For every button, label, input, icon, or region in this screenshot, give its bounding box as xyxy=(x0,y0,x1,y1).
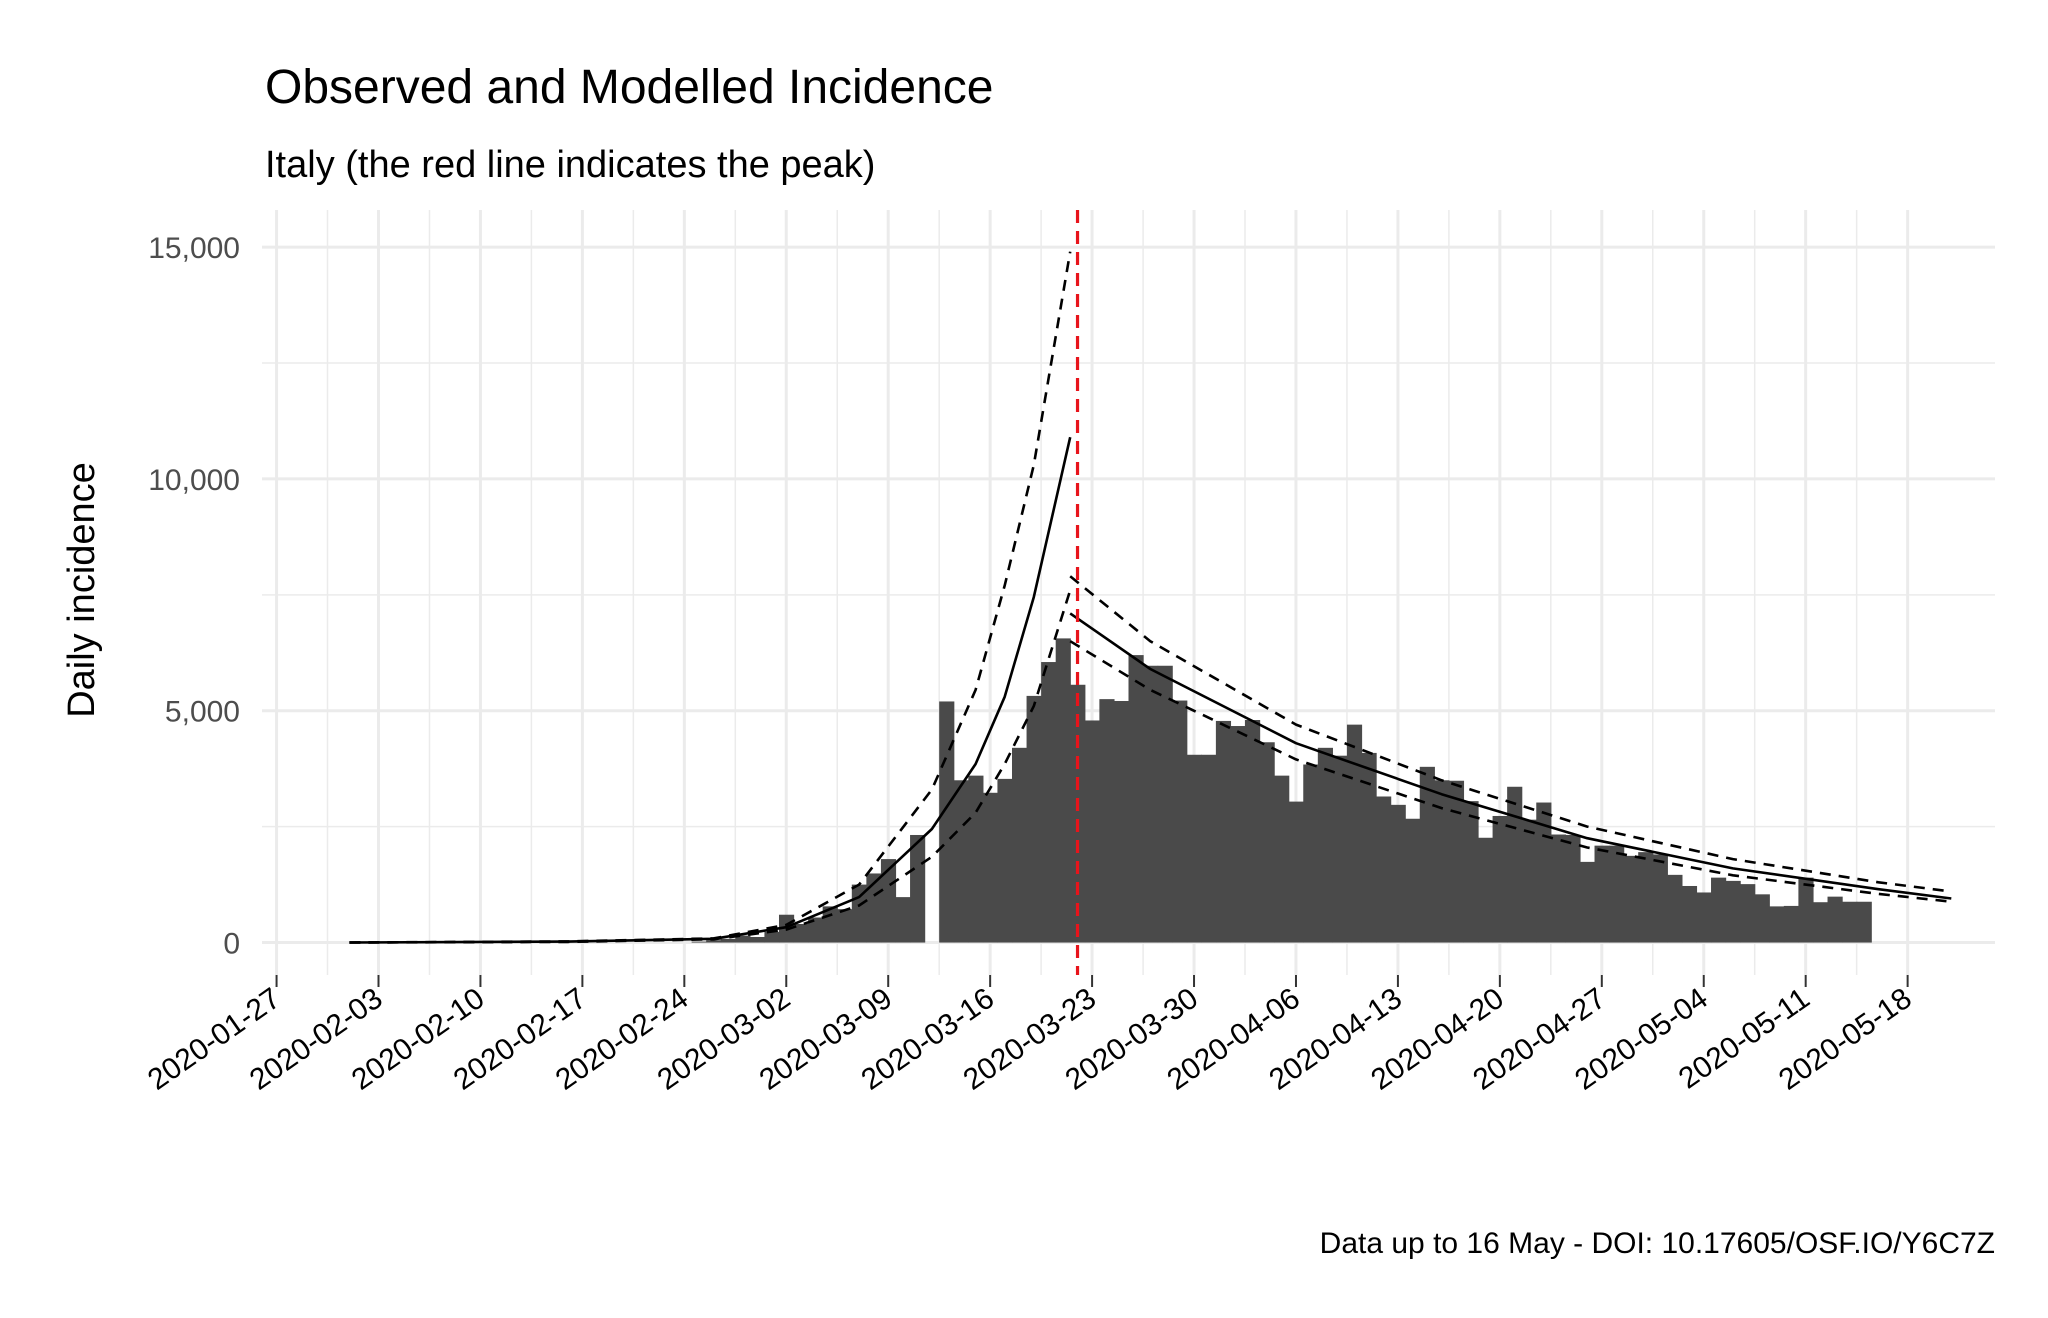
incidence-bar xyxy=(1419,766,1435,943)
incidence-bar xyxy=(1783,905,1799,943)
y-tick-label: 10,000 xyxy=(148,464,240,497)
incidence-bar xyxy=(735,935,751,943)
y-axis: 0 5,000 10,000 15,000 xyxy=(148,232,240,960)
incidence-bar xyxy=(1667,874,1683,943)
incidence-bar xyxy=(1317,747,1333,943)
incidence-bar xyxy=(1201,754,1217,943)
incidence-bar xyxy=(1274,775,1290,943)
incidence-bar xyxy=(1434,780,1450,943)
incidence-bar xyxy=(720,938,736,943)
incidence-bar xyxy=(1769,906,1785,943)
incidence-bar xyxy=(1507,786,1523,943)
incidence-bar xyxy=(706,940,722,943)
model-lines xyxy=(349,251,1952,944)
incidence-bar xyxy=(764,931,780,943)
incidence-bar xyxy=(866,873,882,943)
incidence-bar xyxy=(1303,764,1319,943)
incidence-bar xyxy=(808,917,824,943)
incidence-bar xyxy=(1245,720,1261,943)
incidence-bar xyxy=(1172,700,1188,943)
incidence-bar xyxy=(880,859,897,943)
incidence-bar xyxy=(1070,684,1086,943)
incidence-bar xyxy=(1521,819,1537,943)
x-axis: 2020-01-272020-02-032020-02-102020-02-17… xyxy=(142,975,1918,1097)
incidence-bar xyxy=(968,775,984,943)
incidence-bar xyxy=(1259,742,1275,943)
incidence-bar xyxy=(1565,834,1581,943)
y-tick-label: 0 xyxy=(223,928,240,961)
incidence-bar xyxy=(1288,801,1304,943)
chart-subtitle: Italy (the red line indicates the peak) xyxy=(265,144,875,186)
incidence-bar xyxy=(910,834,926,943)
incidence-bar xyxy=(1579,861,1596,943)
incidence-bar xyxy=(1143,665,1159,943)
model-fit-line xyxy=(1069,612,1952,900)
incidence-bar xyxy=(1099,699,1115,943)
incidence-bar xyxy=(793,924,809,943)
model-bound-line xyxy=(1069,640,1952,903)
model-bound-line xyxy=(1069,575,1952,893)
incidence-bar xyxy=(1405,818,1421,943)
incidence-bar xyxy=(1361,752,1377,943)
chart-caption: Data up to 16 May - DOI: 10.17605/OSF.IO… xyxy=(1320,1227,1995,1260)
incidence-bar xyxy=(1346,724,1363,943)
incidence-bar xyxy=(1041,662,1057,943)
incidence-bar xyxy=(1623,855,1639,943)
incidence-bar xyxy=(691,941,707,943)
incidence-bar xyxy=(1390,804,1406,943)
incidence-bar xyxy=(1157,665,1173,943)
incidence-bar xyxy=(749,936,766,943)
incidence-bar xyxy=(982,792,999,943)
incidence-bar xyxy=(1609,845,1625,943)
y-axis-title: Daily incidence xyxy=(61,462,103,718)
observed-bars xyxy=(691,638,1872,943)
incidence-bar xyxy=(1652,854,1668,943)
incidence-bar xyxy=(1594,845,1610,943)
incidence-bar xyxy=(1463,801,1479,943)
incidence-bar xyxy=(1011,747,1028,943)
incidence-bar xyxy=(1478,837,1494,943)
incidence-bar xyxy=(997,778,1013,943)
incidence-bar xyxy=(1448,780,1465,943)
incidence-bar xyxy=(939,701,955,943)
incidence-bar xyxy=(1711,877,1727,943)
incidence-bar xyxy=(1055,638,1071,943)
incidence-bar xyxy=(1827,896,1843,943)
incidence-bar xyxy=(1638,852,1654,943)
incidence-bar xyxy=(1332,755,1348,943)
incidence-bar xyxy=(1376,796,1392,943)
incidence-bar xyxy=(1798,877,1814,943)
incidence-bar xyxy=(837,909,853,943)
incidence-bar xyxy=(1842,901,1858,943)
incidence-bar xyxy=(895,897,911,943)
incidence-bar xyxy=(1550,834,1566,943)
incidence-bar xyxy=(1740,884,1756,943)
incidence-bar xyxy=(1186,754,1202,943)
incidence-bar xyxy=(1812,902,1829,943)
incidence-bar xyxy=(1026,695,1042,943)
incidence-bar xyxy=(1215,720,1232,943)
incidence-bar xyxy=(1128,655,1144,943)
incidence-bar xyxy=(1230,726,1246,943)
incidence-bar xyxy=(1492,815,1508,943)
incidence-bar xyxy=(1696,892,1712,943)
incidence-bar xyxy=(953,780,969,943)
incidence-bar xyxy=(1754,894,1770,943)
incidence-bar xyxy=(1084,720,1100,943)
model-bound-line xyxy=(349,589,1072,944)
y-tick-label: 15,000 xyxy=(148,232,240,265)
incidence-bar xyxy=(1681,885,1698,943)
y-tick-label: 5,000 xyxy=(165,696,240,729)
chart-title: Observed and Modelled Incidence xyxy=(265,61,993,114)
incidence-bar xyxy=(1725,880,1741,943)
incidence-bar xyxy=(1113,700,1130,943)
incidence-bar xyxy=(1856,901,1872,943)
